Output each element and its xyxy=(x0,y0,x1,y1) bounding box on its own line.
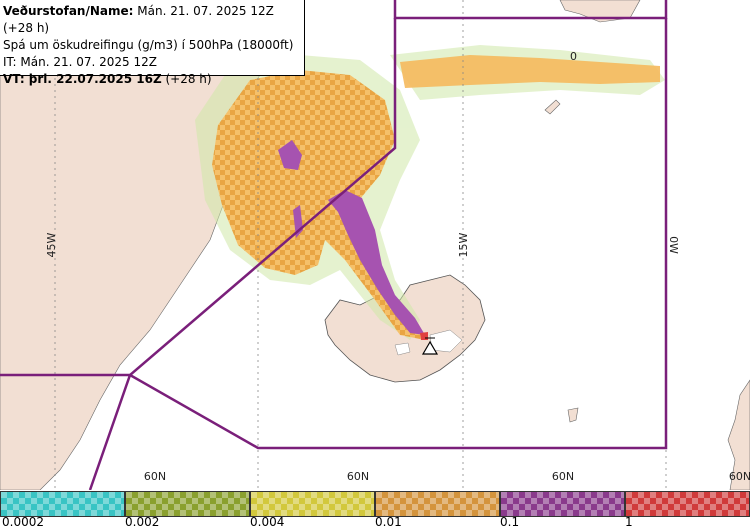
legend-tick-2: 0.002 xyxy=(125,515,160,529)
legend-swatch-3 xyxy=(250,491,375,517)
legend-swatch-2 xyxy=(125,491,250,517)
legend-swatch-4 xyxy=(375,491,500,517)
fir-boundary xyxy=(0,0,668,490)
product-line: Spá um öskudreifingu (g/m3) í 500hPa (18… xyxy=(3,38,294,52)
faroe-land xyxy=(567,407,579,423)
ash-plume-orange-east xyxy=(400,55,660,88)
ash-plume-purple xyxy=(328,190,425,335)
initial-time-line: IT: Mán. 21. 07. 2025 12Z xyxy=(3,55,157,69)
valid-time-value: (+28 h) xyxy=(165,72,212,86)
issuer-label: Veðurstofan/Name: xyxy=(3,4,134,18)
norway-land xyxy=(727,379,750,490)
concentration-legend: 0.0002 0.002 0.004 0.01 0.1 1 xyxy=(0,490,750,532)
parallel-label: 60N xyxy=(347,470,369,483)
glacier xyxy=(394,342,411,356)
meridian-label-0w: 0W xyxy=(667,236,680,254)
legend-tick-3: 0.004 xyxy=(250,515,285,529)
valid-time-label: VT: þri. 22.07.2025 16Z xyxy=(3,72,162,86)
jan-mayen-land xyxy=(544,99,561,115)
parallel-label: 60N xyxy=(552,470,574,483)
legend-tick-5: 0.1 xyxy=(500,515,520,529)
map-annotation: 0 xyxy=(570,50,577,63)
svalbard-land xyxy=(559,0,641,23)
legend-tick-1: 0.0002 xyxy=(2,515,44,529)
issuer-line: Veðurstofan/Name: Mán. 21. 07. 2025 12Z … xyxy=(3,3,304,37)
valid-time-line: VT: þri. 22.07.2025 16Z (+28 h) xyxy=(3,71,304,88)
legend-swatch-5 xyxy=(500,491,625,517)
parallel-label: 60N xyxy=(729,470,750,483)
legend-swatch-6 xyxy=(625,491,750,517)
legend-tick-6: 1 xyxy=(625,515,633,529)
issuer-value: Mán. 21. 07. 2025 12Z (+28 h) xyxy=(3,4,274,35)
ash-plume-red xyxy=(420,332,428,340)
meridian-label-15w: 15W xyxy=(457,232,470,257)
volcano-triangle xyxy=(421,337,439,355)
ash-plume-purple-spot xyxy=(278,140,302,170)
legend-swatch-1 xyxy=(0,491,125,517)
legend-tick-4: 0.01 xyxy=(375,515,402,529)
forecast-info-box: Veðurstofan/Name: Mán. 21. 07. 2025 12Z … xyxy=(0,0,305,86)
parallel-label: 60N xyxy=(144,470,166,483)
meridian-label-45w: 45W xyxy=(45,232,58,257)
ash-forecast-map: 45W 15W 0W 60N 60N 60N 60N 0 xyxy=(0,0,750,490)
